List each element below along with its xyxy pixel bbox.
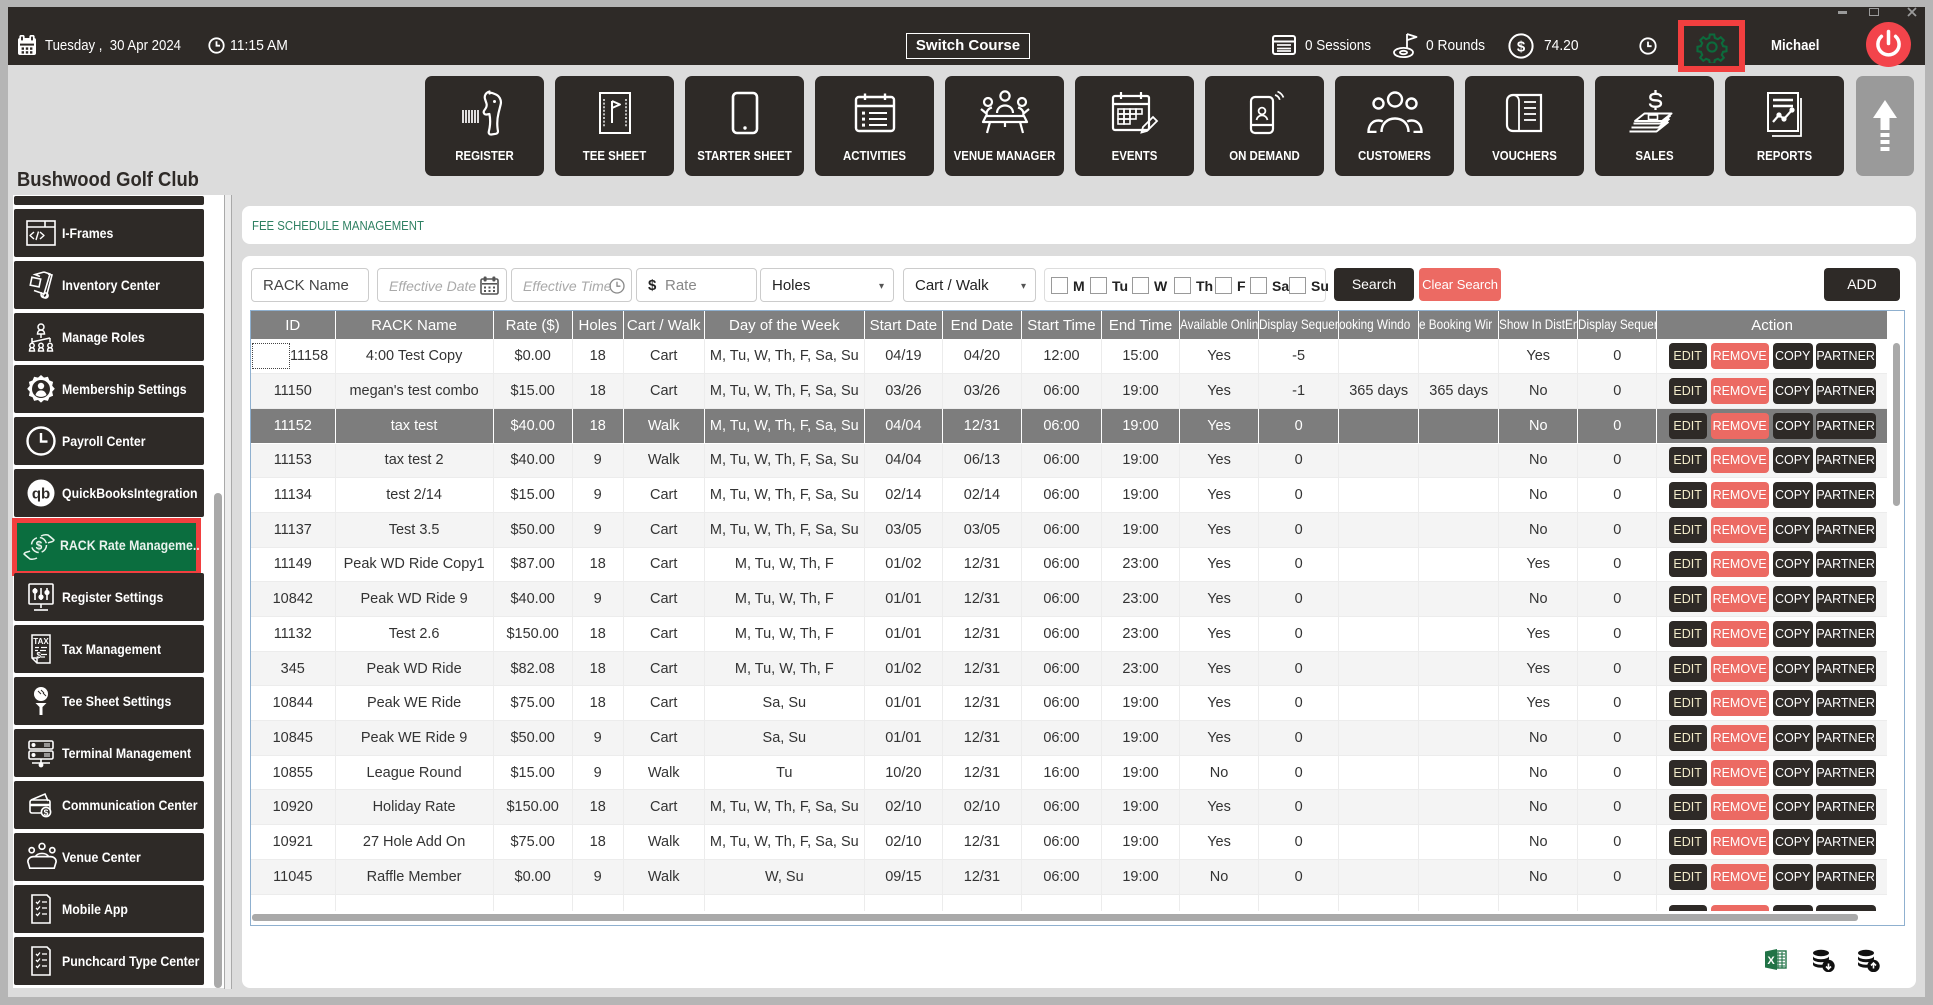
svg-text:$: $ [37,651,42,660]
svg-text:$: $ [1517,38,1526,55]
svg-text:$: $ [44,808,49,818]
svg-text:$: $ [36,539,43,553]
svg-text:X: X [1767,955,1775,967]
svg-text:TAX: TAX [33,637,49,646]
svg-text:qb: qb [32,486,50,503]
